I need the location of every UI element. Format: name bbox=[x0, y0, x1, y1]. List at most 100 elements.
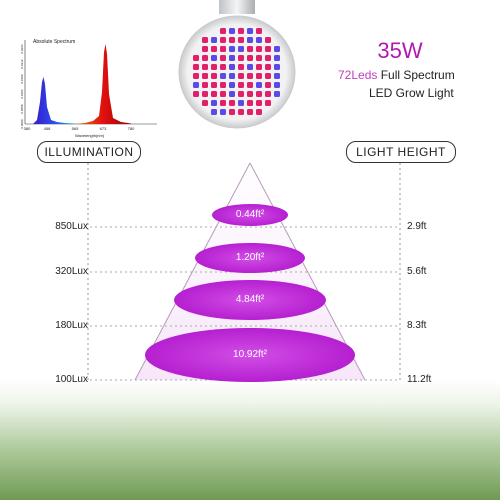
led-chip bbox=[220, 28, 226, 34]
spectrum-blue-peak bbox=[33, 77, 75, 124]
led-chip bbox=[274, 82, 280, 88]
height-label: 8.3ft bbox=[407, 320, 427, 331]
led-chip bbox=[211, 55, 217, 61]
height-label: 2.9ft bbox=[407, 221, 427, 232]
height-label: 11.2ft bbox=[407, 374, 432, 385]
led-chip bbox=[247, 100, 253, 106]
led-chip bbox=[238, 46, 244, 52]
led-chip bbox=[229, 82, 235, 88]
led-chip bbox=[229, 109, 235, 115]
led-chip bbox=[220, 55, 226, 61]
led-chip bbox=[265, 91, 271, 97]
bulb-base bbox=[219, 0, 255, 14]
led-chip bbox=[247, 109, 253, 115]
led-chip bbox=[220, 73, 226, 79]
led-chip bbox=[256, 64, 262, 70]
area-label: 10.92ft² bbox=[233, 349, 267, 360]
led-chip bbox=[229, 64, 235, 70]
level-row bbox=[90, 328, 398, 382]
area-label: 1.20ft² bbox=[235, 252, 265, 263]
spectrum-x-tick: 565 bbox=[72, 126, 79, 131]
led-chip bbox=[265, 82, 271, 88]
led-chip bbox=[274, 91, 280, 97]
led-chip bbox=[274, 46, 280, 52]
lux-label: 320Lux bbox=[55, 266, 88, 277]
bulb-rim bbox=[178, 15, 296, 129]
level-row bbox=[90, 204, 398, 228]
area-ellipse bbox=[145, 328, 355, 382]
led-chip bbox=[211, 64, 217, 70]
spectrum-x-tick: 673 bbox=[100, 126, 107, 131]
led-chip bbox=[265, 73, 271, 79]
led-chip bbox=[202, 37, 208, 43]
led-chip bbox=[238, 55, 244, 61]
led-chip bbox=[220, 109, 226, 115]
grass-field-background bbox=[0, 380, 500, 500]
led-chip bbox=[265, 64, 271, 70]
cone-right-edge bbox=[249, 162, 366, 381]
led-chip bbox=[193, 73, 199, 79]
grow-light-label: LED Grow Light bbox=[369, 86, 454, 100]
led-chip bbox=[238, 82, 244, 88]
led-chip bbox=[202, 55, 208, 61]
led-chip bbox=[220, 100, 226, 106]
led-chip bbox=[211, 109, 217, 115]
led-chip bbox=[265, 37, 271, 43]
led-chip bbox=[256, 37, 262, 43]
led-chip bbox=[238, 100, 244, 106]
led-chip bbox=[256, 91, 262, 97]
led-chip bbox=[229, 28, 235, 34]
led-chip bbox=[247, 55, 253, 61]
spectrum-x-tick: 458 bbox=[44, 126, 51, 131]
led-chip bbox=[211, 37, 217, 43]
spectrum-y-ticks: 0.0000 0.0058 0.0106 0.0159 0.0212 0.0264 bbox=[20, 44, 24, 129]
lux-label: 180Lux bbox=[55, 320, 88, 331]
led-chip bbox=[229, 73, 235, 79]
led-chip bbox=[274, 64, 280, 70]
led-chip bbox=[256, 82, 262, 88]
led-chip bbox=[202, 64, 208, 70]
light-height-label: LIGHT HEIGHT bbox=[346, 141, 456, 163]
lux-label: 850Lux bbox=[55, 221, 88, 232]
led-chip bbox=[247, 46, 253, 52]
spectrum-x-ticks: 380 458 565 673 780 bbox=[24, 126, 135, 131]
led-chip bbox=[211, 73, 217, 79]
absolute-spectrum-chart: Absolute Spectrum 0.0000 0.0058 0.0106 0.01… bbox=[20, 39, 157, 138]
led-chip bbox=[247, 82, 253, 88]
led-chip bbox=[247, 28, 253, 34]
led-array bbox=[193, 28, 280, 115]
led-chip bbox=[193, 64, 199, 70]
led-chip bbox=[202, 91, 208, 97]
spectrum-xlabel: Wavelength(nm) bbox=[75, 133, 105, 138]
led-chip bbox=[238, 37, 244, 43]
led-chip bbox=[238, 109, 244, 115]
led-chip bbox=[265, 46, 271, 52]
led-chip bbox=[274, 55, 280, 61]
led-chip bbox=[220, 46, 226, 52]
lux-label: 100Lux bbox=[55, 374, 88, 385]
led-chip bbox=[238, 28, 244, 34]
led-chip bbox=[229, 37, 235, 43]
led-chip bbox=[202, 82, 208, 88]
spectrum-x-tick: 780 bbox=[128, 126, 135, 131]
spectrum-title: Absolute Spectrum bbox=[33, 39, 75, 45]
level-row bbox=[90, 243, 398, 273]
area-label: 4.84ft² bbox=[235, 294, 265, 305]
led-chip bbox=[202, 100, 208, 106]
led-chip bbox=[256, 100, 262, 106]
led-chip bbox=[256, 46, 262, 52]
led-chip bbox=[211, 100, 217, 106]
led-chip bbox=[202, 73, 208, 79]
led-chip bbox=[193, 91, 199, 97]
led-chip bbox=[256, 28, 262, 34]
led-chip bbox=[256, 55, 262, 61]
led-chip bbox=[229, 100, 235, 106]
area-ellipse bbox=[174, 280, 326, 320]
height-label: 5.6ft bbox=[407, 266, 427, 277]
led-bulb-image bbox=[178, 0, 296, 129]
spectrum-y-tick: 0.0212 bbox=[20, 59, 24, 69]
spectrum-y-tick: 0.0106 bbox=[20, 89, 24, 99]
led-chip bbox=[238, 64, 244, 70]
level-row bbox=[90, 280, 398, 327]
spectrum-y-tick: 0.0058 bbox=[20, 104, 24, 114]
